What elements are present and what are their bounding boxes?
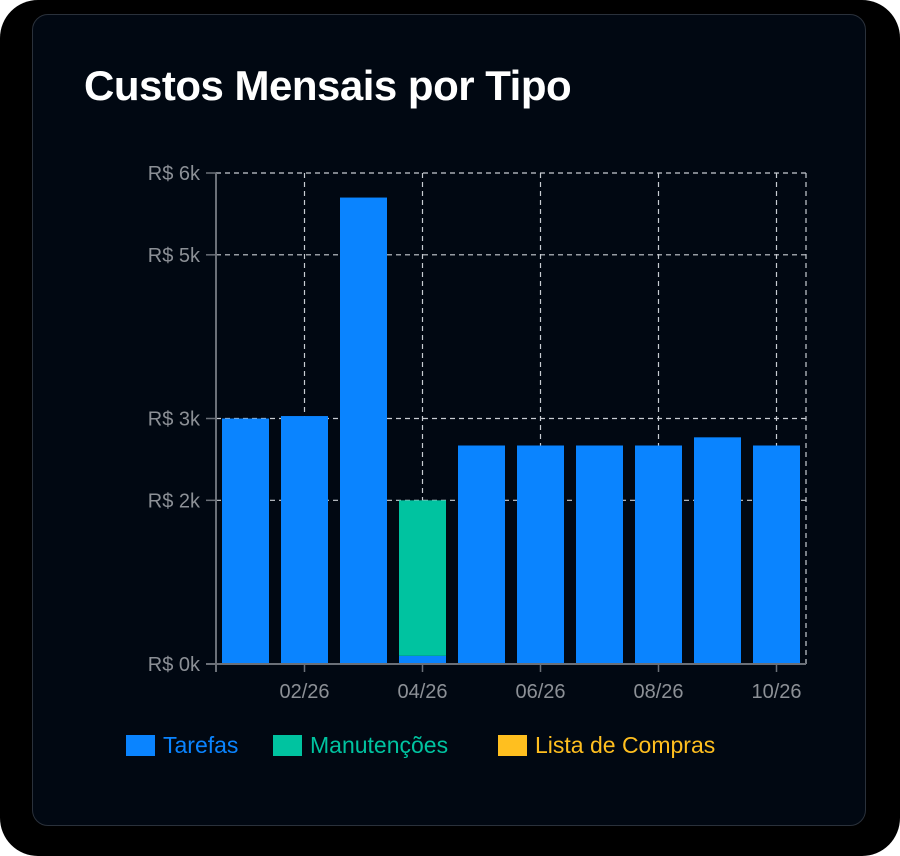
bar-manuten-es xyxy=(399,500,446,656)
bar-tarefas xyxy=(517,445,564,664)
x-tick-label: 04/26 xyxy=(397,681,447,703)
y-tick-label: R$ 5k xyxy=(148,245,201,267)
legend-label: Tarefas xyxy=(163,732,239,758)
bar-tarefas xyxy=(458,445,505,664)
y-tick-label: R$ 2k xyxy=(148,490,201,512)
y-tick-label: R$ 0k xyxy=(148,654,201,676)
legend-item: Tarefas xyxy=(126,732,238,759)
y-tick-label: R$ 6k xyxy=(148,163,201,185)
legend-label: Lista de Compras xyxy=(535,732,716,758)
x-tick-label: 10/26 xyxy=(751,681,801,703)
bar-tarefas xyxy=(576,445,623,664)
legend-swatch xyxy=(126,735,155,756)
x-tick-label: 02/26 xyxy=(279,681,329,703)
y-tick-label: R$ 3k xyxy=(148,409,201,431)
legend-item: Lista de Compras xyxy=(498,732,715,759)
x-tick-label: 08/26 xyxy=(633,681,683,703)
legend-label: Manutenções xyxy=(310,732,449,758)
chart-title: Custos Mensais por Tipo xyxy=(84,62,572,109)
legend-swatch xyxy=(498,735,527,756)
bar-tarefas xyxy=(753,445,800,664)
bar-tarefas xyxy=(399,655,446,664)
bar-tarefas xyxy=(694,437,741,664)
bar-tarefas xyxy=(635,445,682,664)
legend-item: Manutenções xyxy=(273,732,448,759)
bar-tarefas xyxy=(222,418,269,664)
chart-card xyxy=(32,14,866,826)
x-tick-label: 06/26 xyxy=(515,681,565,703)
legend-swatch xyxy=(273,735,302,756)
bar-tarefas xyxy=(340,197,387,665)
bar-tarefas xyxy=(281,416,328,664)
